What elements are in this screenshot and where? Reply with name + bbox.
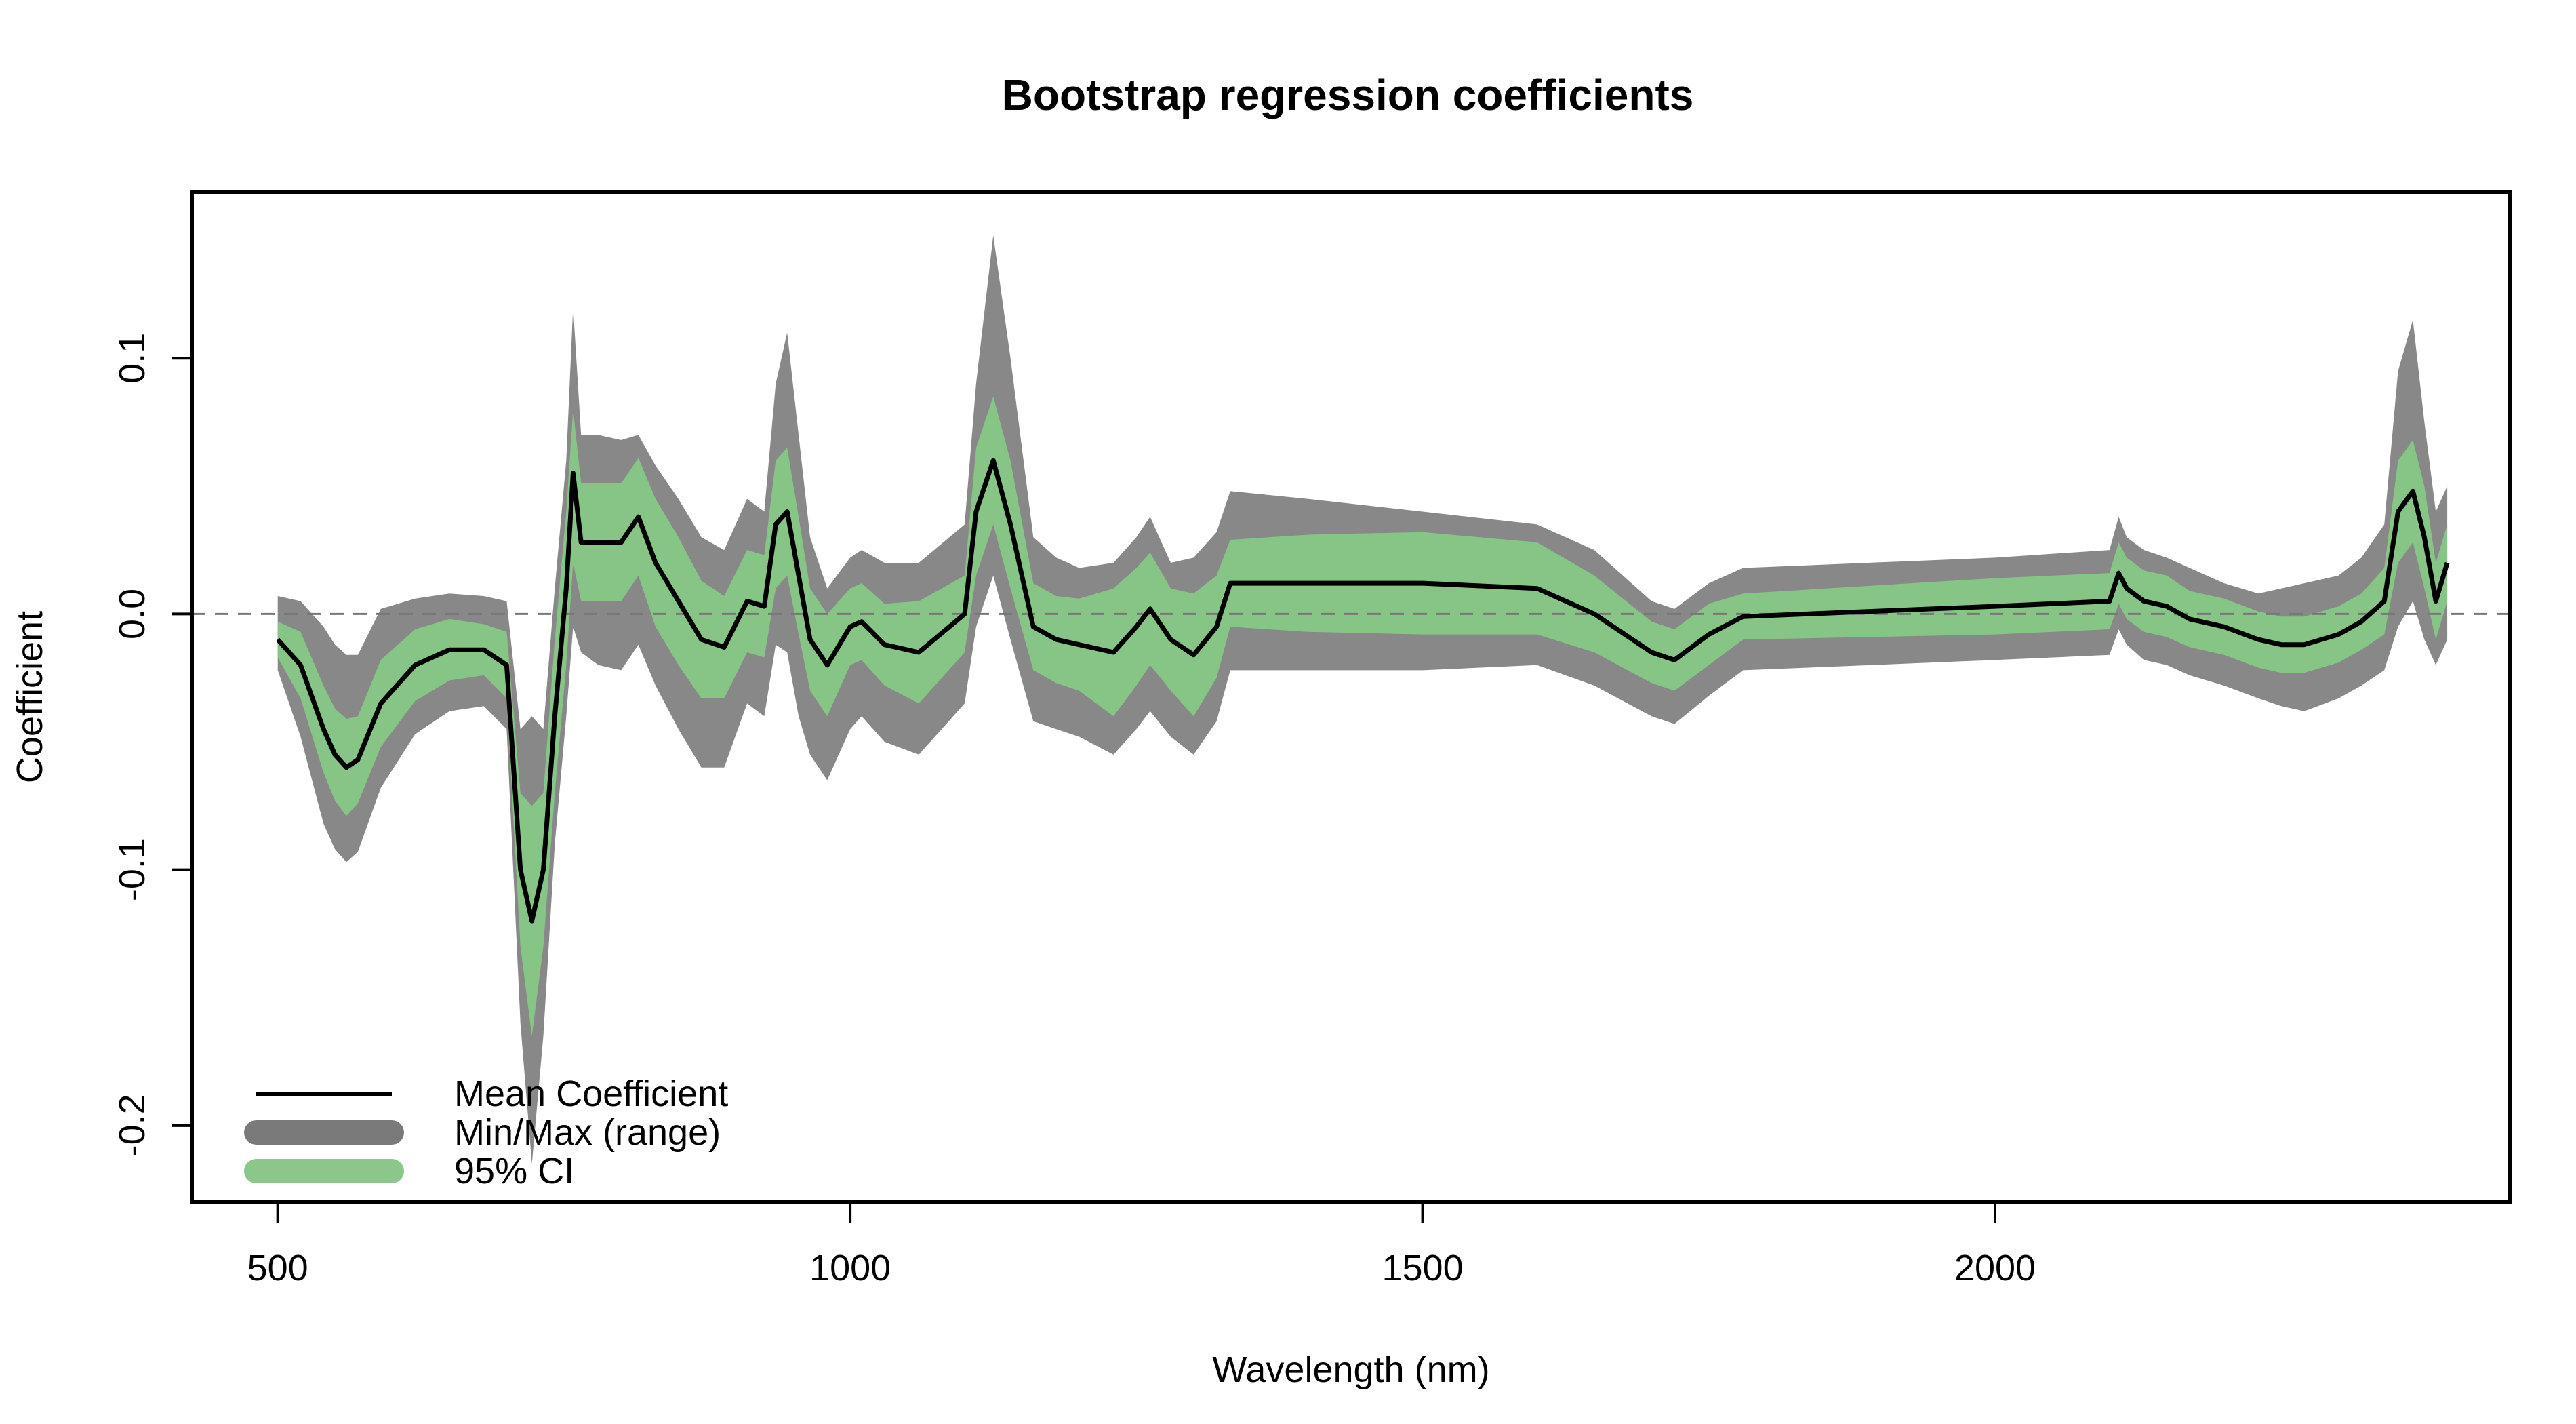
- y-tick-label: -0.1: [112, 838, 153, 901]
- x-tick-label: 1500: [1382, 1248, 1463, 1288]
- bands-layer: [277, 235, 2448, 1164]
- ci-band: [277, 396, 2448, 1036]
- chart-title: Bootstrap regression coefficients: [1002, 71, 1694, 119]
- y-axis-label: Coefficient: [9, 611, 50, 783]
- legend-label-mean-coefficient: Mean Coefficient: [454, 1073, 728, 1114]
- x-tick-label: 1000: [809, 1248, 891, 1288]
- range-band: [277, 235, 2448, 1164]
- x-tick-label: 2000: [1954, 1248, 2036, 1288]
- y-tick-label: 0.0: [112, 589, 153, 639]
- legend-label-95-ci: 95% CI: [454, 1151, 574, 1191]
- y-axis: -0.2 -0.1 0.0 0.1: [112, 333, 193, 1157]
- x-tick-label: 500: [247, 1248, 308, 1288]
- y-tick-label: 0.1: [112, 333, 153, 384]
- y-tick-label: -0.2: [112, 1094, 153, 1157]
- x-axis-label: Wavelength (nm): [1212, 1349, 1489, 1390]
- mean-line-layer: [276, 458, 2450, 924]
- mean-coefficient-line: [276, 458, 2450, 924]
- legend-label-min-max-range: Min/Max (range): [454, 1112, 721, 1153]
- x-axis: 500 1000 1500 2000: [247, 1201, 2036, 1288]
